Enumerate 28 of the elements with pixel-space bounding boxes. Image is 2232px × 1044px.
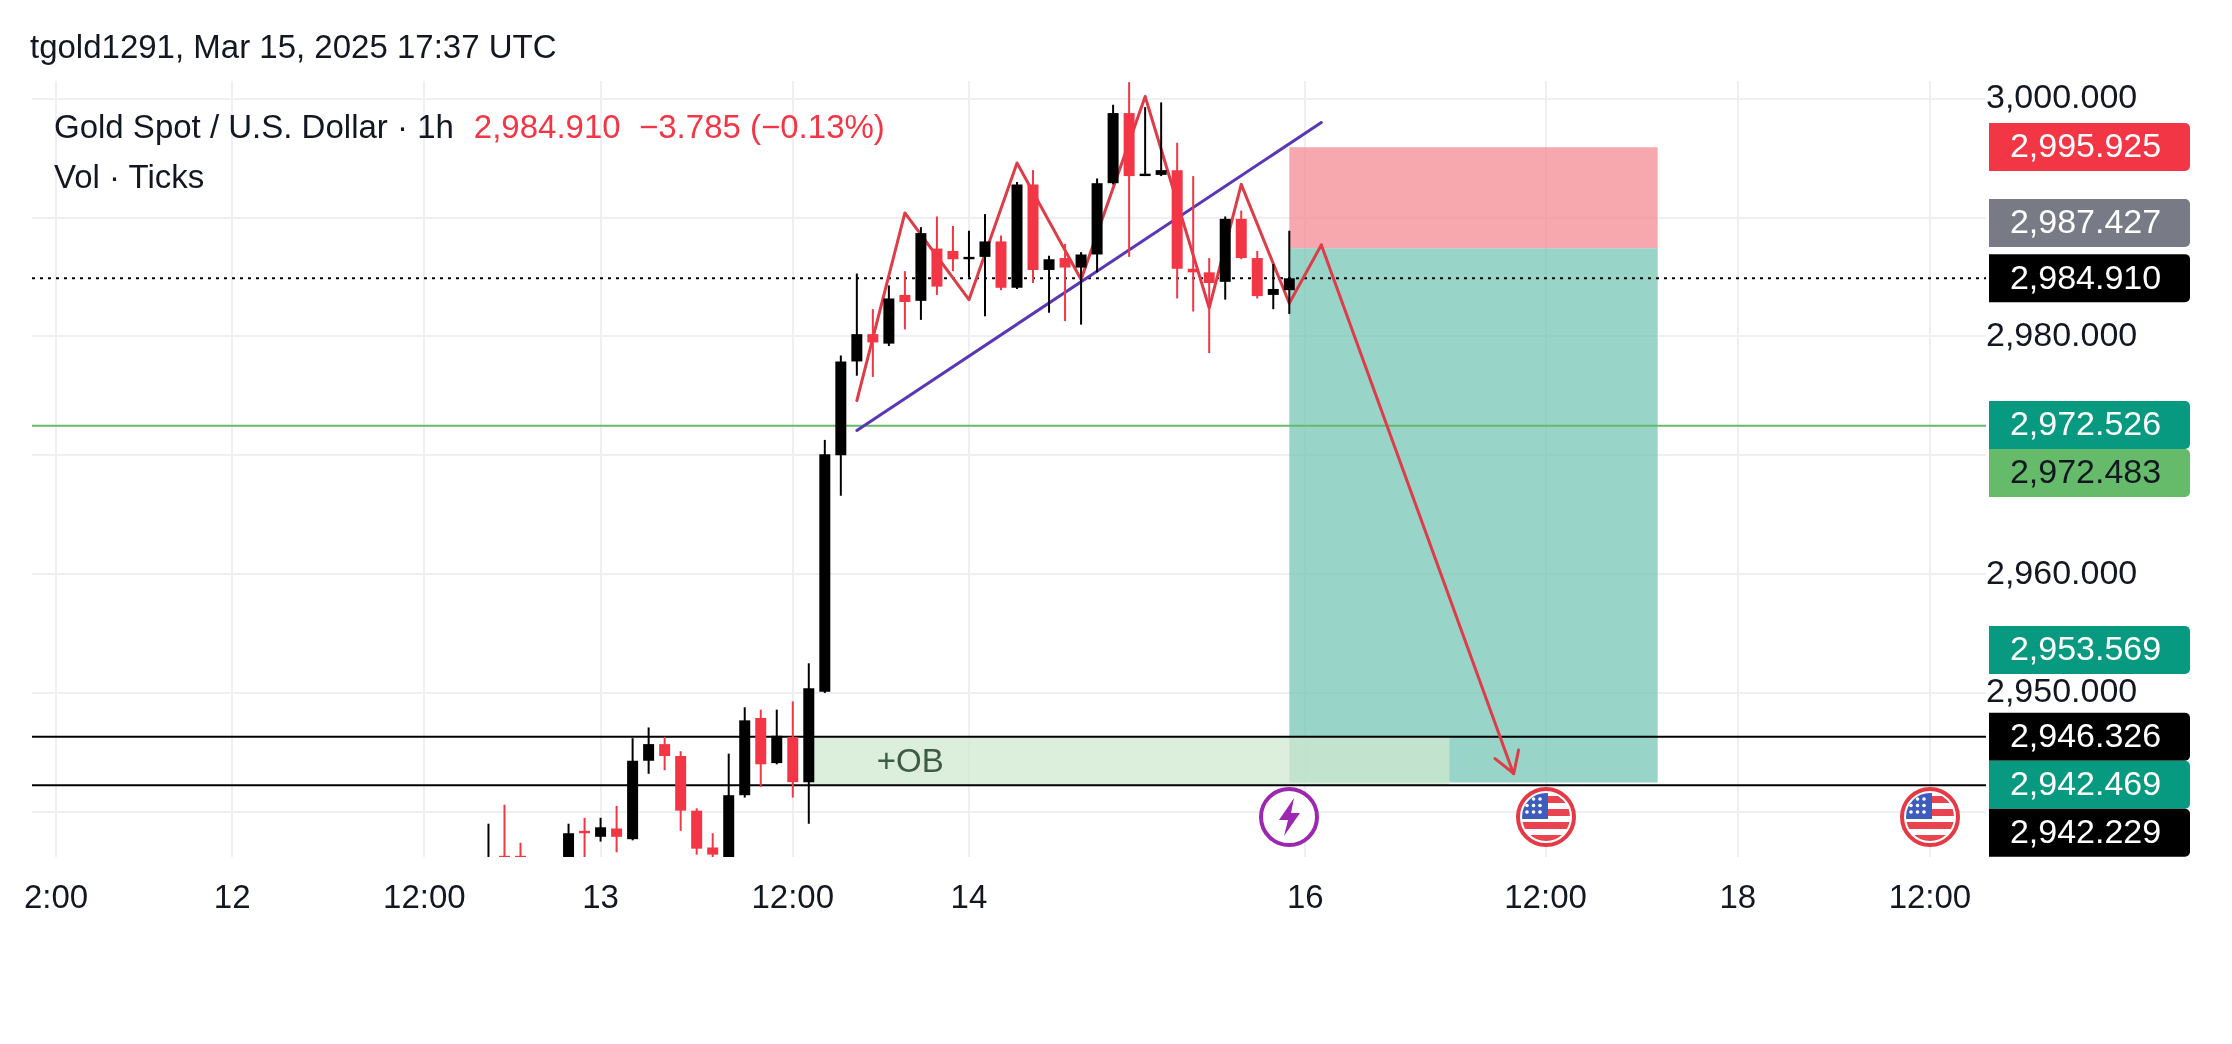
text: 2,995.925 — [2009, 126, 2162, 165]
annotation: 2,984.910 −3.785 (−0.13%) — [473, 108, 885, 145]
text: Gold Spot / U.S. Dollar · 1h — [54, 108, 454, 145]
text: 2,972.526 — [2009, 404, 2162, 443]
y-tick-label: 2,950.000 — [1986, 671, 2138, 710]
ref-line-label: 2,942.229 — [2009, 812, 2162, 851]
x-tick-label: 2:00 — [23, 877, 89, 915]
y-tick-label: 3,000.000 — [1986, 77, 2138, 116]
x-tick-label: 12:00 — [1888, 877, 1972, 915]
x-tick-label: 14 — [950, 877, 988, 915]
band-label: +OB — [876, 742, 944, 780]
x-tick-label: 12:00 — [751, 877, 835, 915]
text: tgold1291, Mar 15, 2025 17:37 UTC — [30, 27, 557, 67]
x-tick-label: 18 — [1719, 877, 1757, 915]
y-tick-label: 2,980.000 — [1986, 314, 2138, 353]
ref-line-label: 2,972.483 — [2009, 452, 2162, 491]
x-tick-label: 13 — [582, 877, 619, 915]
text: 2,942.469 — [2009, 764, 2162, 803]
x-tick-label: 12 — [213, 877, 251, 915]
ref-line-label: 2,946.326 — [2009, 716, 2162, 755]
text: 2,953.569 — [2009, 629, 2162, 668]
text: Vol · Ticks — [54, 157, 205, 197]
x-tick-label: 16 — [1286, 877, 1324, 915]
text: 2,987.427 — [2009, 202, 2162, 241]
ref-line-label: 2,984.910 — [2009, 257, 2162, 296]
y-tick-label: 2,960.000 — [1986, 552, 2138, 591]
x-tick-label: 12:00 — [1504, 877, 1587, 915]
x-tick-label: 12:00 — [383, 877, 466, 915]
